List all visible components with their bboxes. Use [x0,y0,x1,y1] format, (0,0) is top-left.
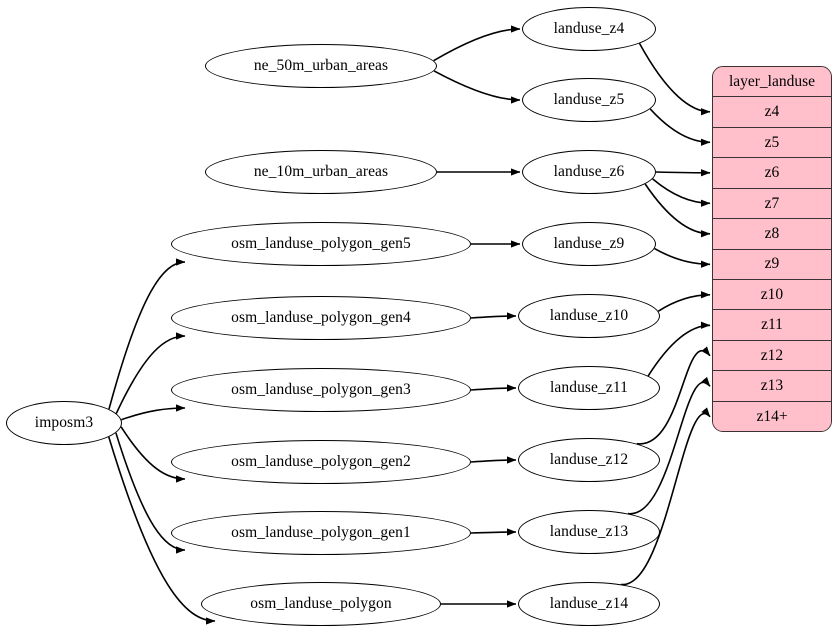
node-label: landuse_z9 [553,235,625,253]
node-label: ne_10m_urban_areas [253,163,389,181]
node-ne-10m-urban-areas[interactable]: ne_10m_urban_areas [205,150,437,194]
node-label: osm_landuse_polygon_gen3 [231,381,411,399]
edge [433,25,521,62]
node-ne-50m-urban-areas[interactable]: ne_50m_urban_areas [205,44,437,88]
record-row-label: z11 [761,316,783,334]
node-label: landuse_z4 [553,20,625,38]
record-row-label: z12 [760,346,784,364]
edge [657,291,711,312]
record-row-label: z10 [760,285,784,303]
record-row-label: z14+ [756,407,788,425]
node-landuse-z14[interactable]: landuse_z14 [518,582,660,626]
record-row-label: z7 [764,194,780,212]
node-label: ne_50m_urban_areas [253,57,389,75]
edge [655,169,711,177]
layer-landuse-record[interactable]: layer_landuse z4 z5 z6 z7 z8 z9 z10 z11 z12 z13 z1… [712,66,832,432]
node-osm-landuse-polygon[interactable]: osm_landuse_polygon [201,582,441,626]
edge [470,312,517,320]
record-row-z7[interactable]: z7 [713,188,831,220]
edge [621,407,711,586]
edge [652,178,711,207]
record-row-label: z9 [764,255,780,273]
record-row-label: z5 [764,133,780,151]
edge [433,70,521,104]
node-osm-landuse-polygon-gen5[interactable]: osm_landuse_polygon_gen5 [171,222,471,266]
node-imposm3[interactable]: imposm3 [6,401,122,445]
record-row-z8[interactable]: z8 [713,219,831,250]
record-row-label: z13 [760,377,784,395]
node-label: osm_landuse_polygon_gen5 [231,235,411,253]
node-osm-landuse-polygon-gen3[interactable]: osm_landuse_polygon_gen3 [171,368,471,412]
node-landuse-z9[interactable]: landuse_z9 [522,222,656,266]
record-header: layer_landuse [713,67,831,98]
edge [647,321,711,377]
record-row-z13[interactable]: z13 [713,371,831,402]
node-label: osm_landuse_polygon_gen2 [231,453,411,471]
node-label: landuse_z11 [549,379,628,397]
edge [470,528,517,536]
node-label: osm_landuse_polygon [250,595,392,613]
edge [470,384,517,392]
record-row-z5[interactable]: z5 [713,127,831,159]
edge [470,456,517,464]
node-landuse-z13[interactable]: landuse_z13 [518,510,660,554]
node-label: osm_landuse_polygon_gen4 [231,309,411,327]
node-osm-landuse-polygon-gen4[interactable]: osm_landuse_polygon_gen4 [171,296,471,340]
node-label: landuse_z13 [549,523,629,541]
record-row-z14plus[interactable]: z14+ [713,401,831,431]
node-label: imposm3 [34,414,94,432]
node-label: osm_landuse_polygon_gen1 [231,524,411,542]
node-landuse-z10[interactable]: landuse_z10 [518,294,660,338]
node-label: landuse_z6 [553,163,625,181]
node-osm-landuse-polygon-gen1[interactable]: osm_landuse_polygon_gen1 [171,511,471,555]
node-label: landuse_z14 [549,595,629,613]
node-landuse-z5[interactable]: landuse_z5 [522,78,656,122]
node-label: landuse_z12 [549,451,629,469]
record-row-label: z6 [764,164,780,182]
record-row-z6[interactable]: z6 [713,158,831,189]
record-row-z12[interactable]: z12 [713,340,831,372]
node-label: landuse_z5 [553,91,625,109]
record-row-label: z8 [764,225,780,243]
edge [120,426,186,483]
record-header-label: layer_landuse [728,72,816,90]
edge [649,108,711,146]
node-landuse-z4[interactable]: landuse_z4 [522,7,656,51]
node-osm-landuse-polygon-gen2[interactable]: osm_landuse_polygon_gen2 [171,440,471,484]
node-landuse-z11[interactable]: landuse_z11 [518,366,660,410]
record-row-label: z4 [764,103,780,121]
record-row-z11[interactable]: z11 [713,310,831,341]
node-landuse-z12[interactable]: landuse_z12 [518,438,660,482]
node-label: landuse_z10 [549,307,629,325]
record-row-z9[interactable]: z9 [713,249,831,280]
record-row-z4[interactable]: z4 [713,97,831,128]
edge [121,404,186,421]
edge [654,247,711,268]
node-landuse-z6[interactable]: landuse_z6 [522,150,656,194]
record-row-z10[interactable]: z10 [713,279,831,311]
edge [115,332,186,414]
edge [644,183,711,238]
